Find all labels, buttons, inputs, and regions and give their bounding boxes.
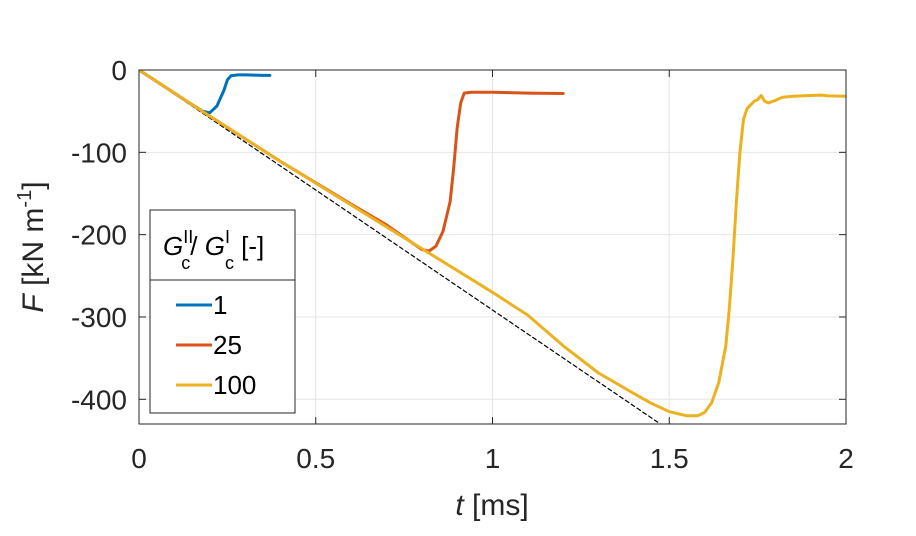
legend-label-100: 100 (213, 370, 256, 400)
x-tick-labels: 0 0.5 1 1.5 2 (131, 443, 854, 474)
legend-items: 1 25 100 (176, 290, 256, 400)
y-tick-label: -400 (71, 384, 127, 415)
series-line-100 (139, 70, 846, 418)
y-tick-label: -100 (71, 137, 127, 168)
series-layer (139, 70, 846, 424)
x-tick-label: 1 (485, 443, 501, 474)
x-tick-label: 2 (838, 443, 854, 474)
x-axis-title: t [ms] (455, 489, 528, 522)
x-tick-label: 0 (131, 443, 147, 474)
ticks (138, 69, 847, 424)
legend-label-25: 25 (213, 330, 242, 360)
x-tick-label: 1.5 (650, 443, 689, 474)
legend: GII c/ GI c [-] 1 25 100 (149, 209, 296, 414)
legend-box (149, 209, 296, 414)
y-tick-label: 0 (111, 55, 127, 86)
y-axis-title: F [kN m-1] (14, 181, 50, 312)
reference-line-dashed (139, 70, 662, 424)
y-tick-label: -200 (71, 220, 127, 251)
x-tick-label: 0.5 (296, 443, 335, 474)
legend-title: GII c/ GI c [-] (163, 227, 264, 273)
legend-label-1: 1 (213, 290, 227, 320)
y-tick-labels: 0 -100 -200 -300 -400 (71, 55, 127, 415)
y-tick-label: -300 (71, 302, 127, 333)
